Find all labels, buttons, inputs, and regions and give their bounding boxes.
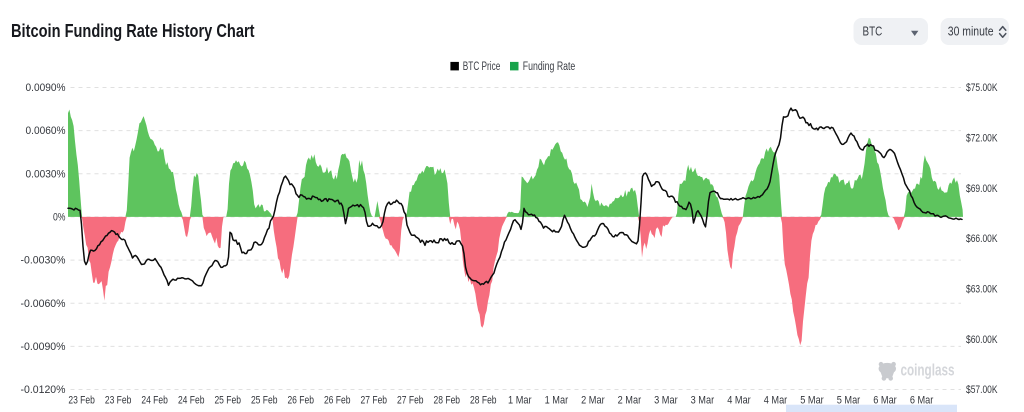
svg-text:6 Mar: 6 Mar [910,395,934,407]
svg-text:coinglass: coinglass [901,362,955,380]
svg-text:26 Feb: 26 Feb [287,395,314,407]
svg-text:0%: 0% [53,212,66,224]
svg-text:$75.00K: $75.00K [966,82,998,94]
svg-text:25 Feb: 25 Feb [251,395,278,407]
svg-text:28 Feb: 28 Feb [470,395,497,407]
svg-text:5 Mar: 5 Mar [837,395,861,407]
svg-text:-0.0120%: -0.0120% [21,384,66,396]
svg-text:30 minute: 30 minute [948,25,994,39]
svg-text:-0.0090%: -0.0090% [21,341,66,353]
svg-text:$69.00K: $69.00K [966,183,998,195]
svg-text:$57.00K: $57.00K [966,384,998,396]
svg-text:0.0090%: 0.0090% [26,82,66,94]
svg-text:3 Mar: 3 Mar [654,395,678,407]
svg-text:24 Feb: 24 Feb [141,395,168,407]
svg-text:2 Mar: 2 Mar [618,395,642,407]
svg-text:Funding Rate: Funding Rate [523,61,576,73]
svg-text:1 Mar: 1 Mar [545,395,569,407]
svg-text:BTC: BTC [863,25,883,39]
svg-text:5 Mar: 5 Mar [800,395,824,407]
svg-text:$60.00K: $60.00K [966,334,998,346]
svg-text:27 Feb: 27 Feb [361,395,388,407]
svg-text:1 Mar: 1 Mar [508,395,532,407]
svg-text:Bitcoin Funding Rate History C: Bitcoin Funding Rate History Chart [11,21,255,41]
svg-text:0.0030%: 0.0030% [26,168,66,180]
svg-text:-0.0030%: -0.0030% [21,255,66,267]
svg-text:24 Feb: 24 Feb [178,395,205,407]
svg-text:6 Mar: 6 Mar [873,395,897,407]
svg-text:3 Mar: 3 Mar [691,395,715,407]
svg-text:28 Feb: 28 Feb [434,395,461,407]
svg-text:4 Mar: 4 Mar [727,395,751,407]
svg-text:0.0060%: 0.0060% [26,125,66,137]
svg-text:-0.0060%: -0.0060% [21,298,66,310]
svg-text:BTC Price: BTC Price [463,61,501,73]
svg-text:2 Mar: 2 Mar [581,395,605,407]
svg-text:23 Feb: 23 Feb [105,395,132,407]
svg-text:23 Feb: 23 Feb [68,395,95,407]
svg-text:$72.00K: $72.00K [966,132,998,144]
svg-text:26 Feb: 26 Feb [324,395,351,407]
svg-text:25 Feb: 25 Feb [214,395,241,407]
svg-text:$66.00K: $66.00K [966,233,998,245]
svg-text:27 Feb: 27 Feb [397,395,424,407]
svg-text:$63.00K: $63.00K [966,283,998,295]
svg-text:4 Mar: 4 Mar [764,395,788,407]
